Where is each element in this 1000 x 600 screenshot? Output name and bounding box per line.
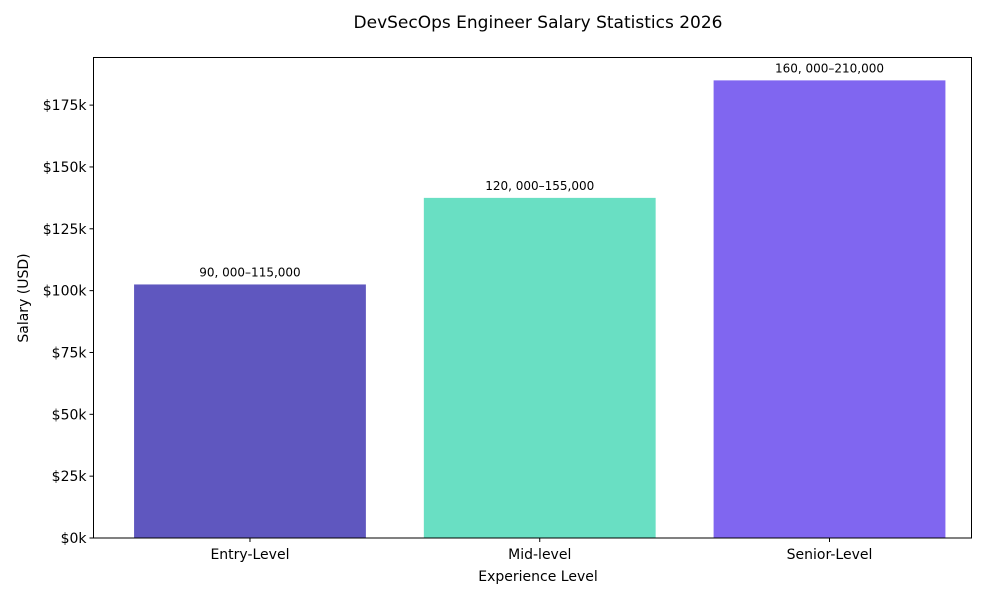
plot-frame [93, 57, 972, 539]
x-tick-label: Mid-level [508, 547, 571, 563]
y-tick-label: $175k [43, 98, 88, 114]
y-tick-label: $125k [43, 222, 88, 238]
y-tick-label: $75k [52, 345, 88, 361]
data-label: 120, 000–155,000 [485, 179, 594, 193]
y-axis-label: Salary (USD) [16, 253, 32, 342]
data-label: 90, 000–115,000 [199, 265, 300, 279]
y-tick-label: $150k [43, 160, 88, 176]
data-label: 160, 000–210,000 [775, 61, 884, 75]
bar-senior-level [713, 80, 946, 538]
y-tick-label: $50k [52, 407, 88, 423]
y-tick-label: $100k [43, 284, 88, 300]
x-tick-label: Entry-Level [210, 547, 289, 563]
bar-mid-level [423, 197, 656, 538]
y-tick-label: $0k [61, 531, 88, 547]
bar-entry-level [134, 284, 366, 538]
chart-title: DevSecOps Engineer Salary Statistics 202… [354, 13, 723, 33]
x-axis-label: Experience Level [478, 569, 597, 585]
y-tick-label: $25k [52, 469, 88, 485]
x-tick-label: Senior-Level [787, 547, 873, 563]
